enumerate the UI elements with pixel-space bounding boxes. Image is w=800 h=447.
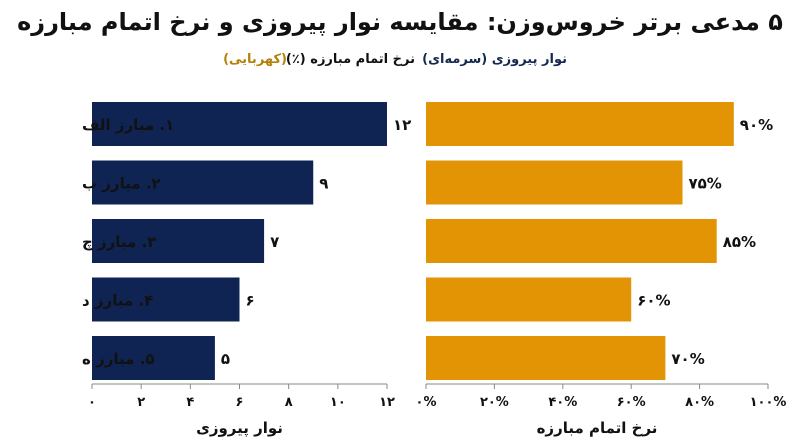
- category-label: ۵. مبارز ه: [82, 350, 154, 368]
- finish-x-tick-label: ۱۰۰%: [750, 395, 787, 410]
- finish-x-axis-label: نرخ اتمام مبارزه: [537, 419, 658, 437]
- streak-value-label: ۶: [246, 292, 255, 310]
- category-label: ۲. مبارز ب: [82, 175, 161, 193]
- streak-value-label: ۵: [221, 350, 230, 368]
- streak-x-tick-label: ۱۰: [330, 395, 346, 410]
- finish-value-label: ۶۰%: [637, 292, 670, 310]
- streak-value-label: ۱۲: [393, 116, 411, 134]
- finish-value-label: ۸۵%: [723, 233, 756, 251]
- streak-x-tick-label: ۲: [137, 395, 145, 410]
- finish-x-tick-label: ۴۰%: [548, 395, 577, 410]
- streak-x-tick-label: ۱۲: [379, 395, 395, 410]
- finish-bar: [426, 160, 683, 205]
- finish-value-label: ۹۰%: [740, 116, 773, 134]
- chart-title: ۵ مدعی برتر خروس‌وزن: مقایسه نوار پیروزی…: [17, 8, 783, 36]
- finish-bar: [426, 277, 632, 322]
- streak-bar: [92, 336, 215, 380]
- legend-left-series: نوار پیروزی (سرمه‌ای): [422, 52, 567, 67]
- streak-x-tick-label: ۴: [186, 395, 194, 410]
- finish-value-label: ۷۰%: [671, 350, 704, 368]
- finish-x-tick-label: ۰%: [416, 395, 437, 410]
- streak-bar: [92, 277, 240, 322]
- legend-right-series-color-note: (کهربایی): [223, 52, 287, 67]
- streak-bar: [92, 160, 314, 205]
- streak-x-tick-label: ۸: [285, 395, 293, 410]
- streak-x-tick-label: ۰: [88, 395, 96, 410]
- streak-value-label: ۷: [270, 233, 279, 251]
- streak-x-axis-label: نوار پیروزی: [196, 419, 283, 438]
- streak-bar: [92, 102, 387, 146]
- finish-x-tick-label: ۲۰%: [480, 395, 509, 410]
- finish-bar: [426, 219, 717, 263]
- finish-bar: [426, 336, 666, 380]
- category-label: ۱. مبارز الف: [82, 116, 174, 134]
- finish-bar: [426, 102, 734, 146]
- category-label: ۳. مبارز چ: [82, 233, 156, 251]
- streak-value-label: ۹: [319, 175, 328, 193]
- category-label: ۴. مبارز د: [82, 292, 153, 310]
- legend-right-series-title: نرخ اتمام مبارزه (٪): [285, 52, 415, 67]
- finish-value-label: ۷۵%: [689, 175, 722, 193]
- streak-bar: [92, 219, 265, 263]
- finish-x-tick-label: ۶۰%: [617, 395, 646, 410]
- finish-x-tick-label: ۸۰%: [685, 395, 714, 410]
- streak-x-tick-label: ۶: [236, 395, 244, 410]
